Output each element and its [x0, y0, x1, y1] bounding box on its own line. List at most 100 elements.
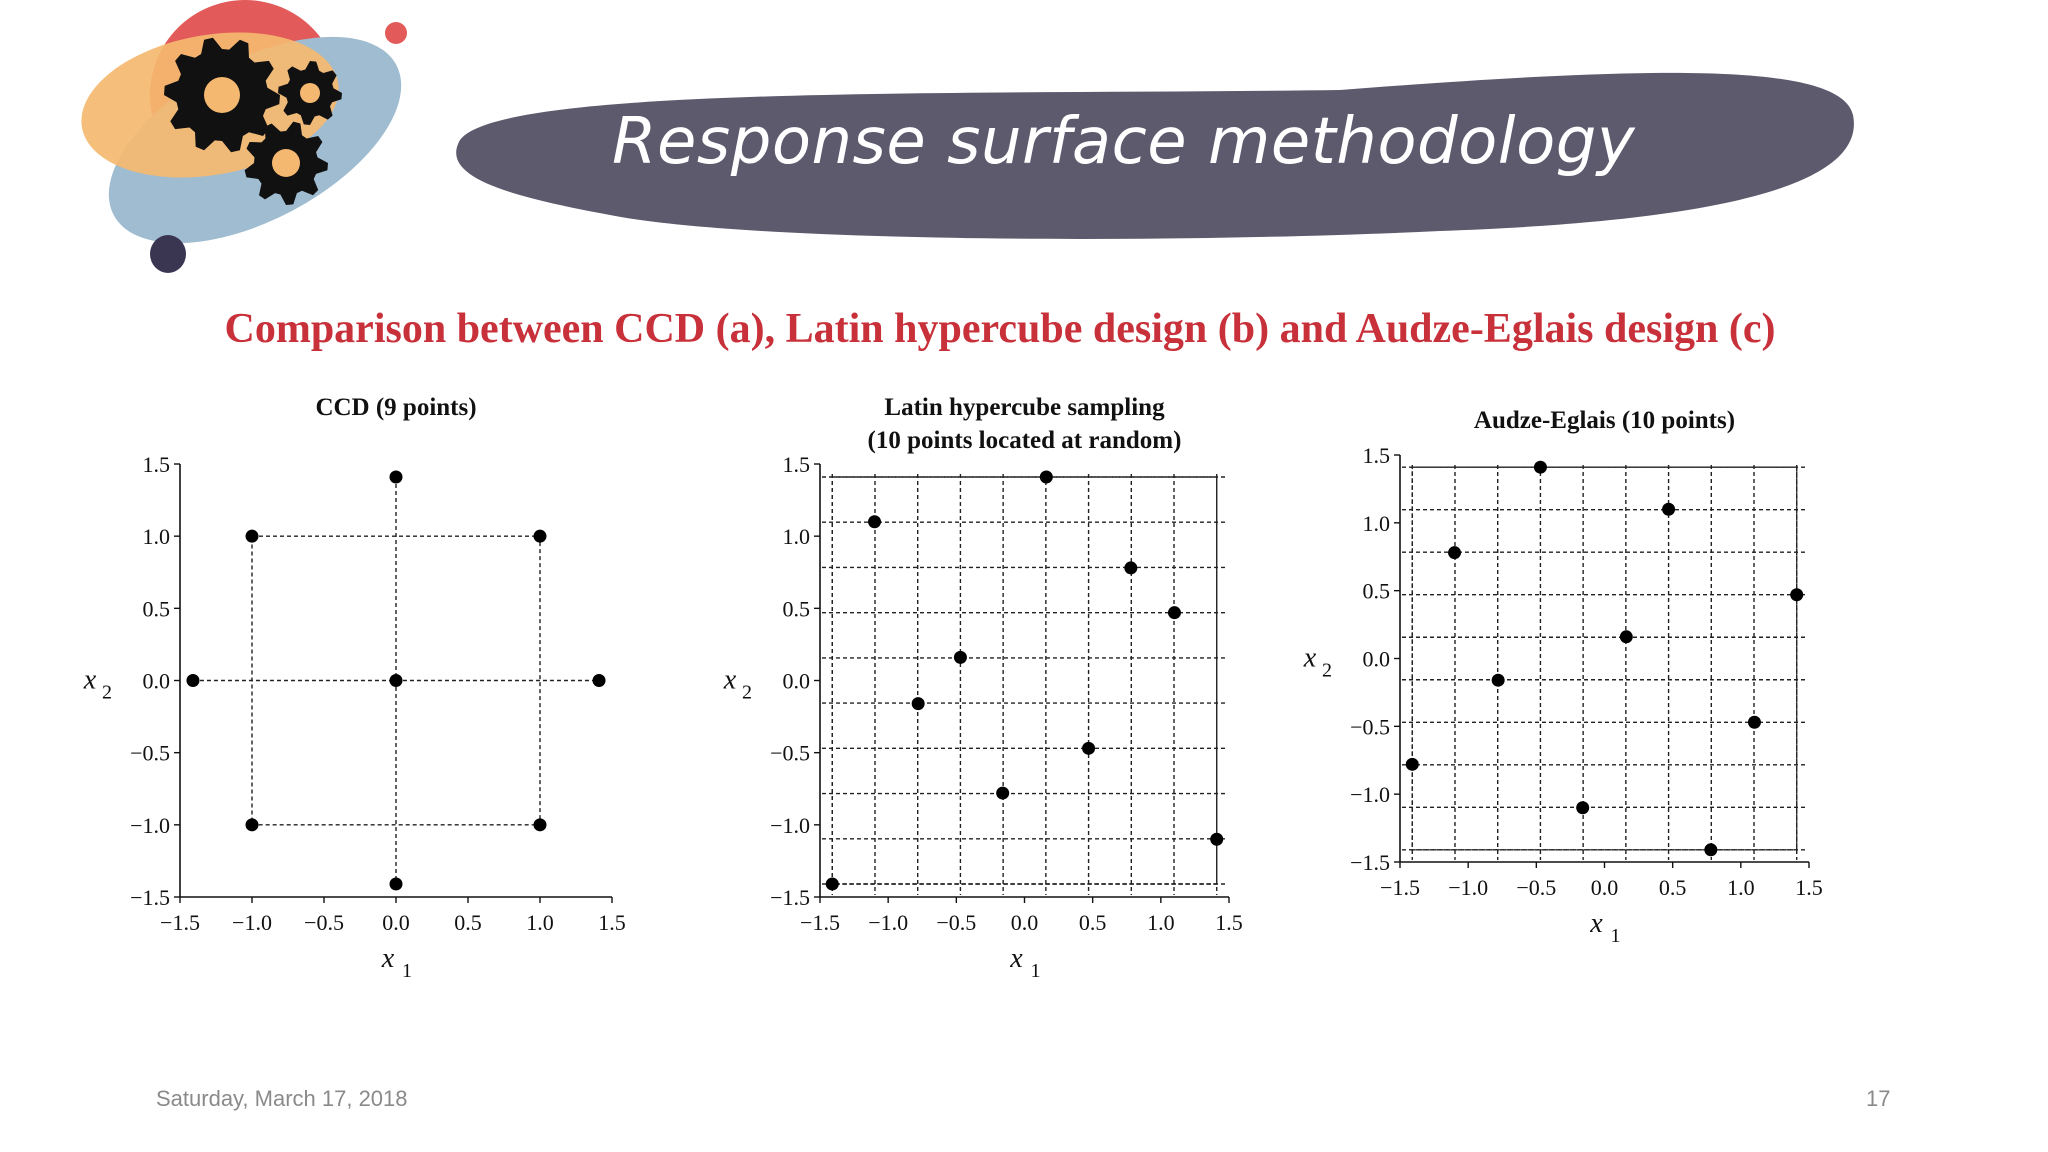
x-axis-label-subscript: 1: [1031, 960, 1041, 982]
y-tick-label: 0.0: [1363, 647, 1391, 672]
gear-hole: [272, 149, 300, 177]
x-tick-label: 0.5: [1079, 910, 1107, 935]
x-tick-label: −1.0: [1448, 875, 1488, 900]
y-axis-label-subscript: 2: [1322, 660, 1332, 682]
y-tick-label: 1.0: [783, 524, 811, 549]
data-point: [825, 877, 839, 891]
x-tick-label: 0.0: [1591, 875, 1619, 900]
gears-icon: [164, 37, 342, 205]
chart-title: Audze-Eglais (10 points): [1474, 407, 1735, 434]
x-tick-label: 1.0: [1147, 910, 1175, 935]
page-number: 17: [1866, 1086, 1891, 1111]
data-point: [1124, 561, 1138, 575]
data-point: [1533, 460, 1547, 474]
data-point: [592, 674, 606, 687]
data-point: [953, 650, 967, 664]
x-tick-label: 0.5: [1659, 875, 1687, 900]
logo-dot-red: [385, 22, 407, 44]
x-tick-label: −1.0: [232, 910, 272, 935]
title-banner: [456, 72, 1854, 239]
y-axis-label: x: [723, 665, 737, 696]
x-tick-label: 1.0: [526, 910, 554, 935]
x-tick-label: −0.5: [936, 910, 976, 935]
data-point: [1662, 502, 1676, 516]
data-point: [1210, 832, 1224, 846]
data-point: [533, 818, 547, 832]
logo-dot-dark: [150, 235, 186, 273]
y-tick-label: −0.5: [130, 741, 170, 766]
chart-title: CCD (9 points): [315, 394, 476, 421]
x-tick-label: 1.5: [1795, 875, 1823, 900]
data-point: [245, 818, 259, 832]
y-tick-label: −1.0: [1350, 782, 1390, 807]
y-tick-label: −1.5: [130, 885, 170, 910]
x-tick-label: 0.5: [454, 910, 482, 935]
x-tick-label: −0.5: [304, 910, 344, 935]
data-point: [1576, 801, 1590, 815]
data-point: [1405, 757, 1419, 771]
x-axis-label: x: [1009, 943, 1023, 974]
chart-title: Latin hypercube sampling: [884, 394, 1165, 421]
data-point: [1039, 470, 1053, 484]
y-tick-label: −1.0: [130, 813, 170, 838]
slide-subtitle: Comparison between CCD (a), Latin hyperc…: [224, 306, 1776, 352]
gear-hole: [300, 83, 320, 103]
data-point: [1448, 546, 1462, 560]
y-axis-label: x: [83, 665, 97, 696]
y-tick-label: 0.5: [1363, 579, 1391, 604]
data-point: [911, 697, 925, 711]
y-tick-label: 0.5: [143, 596, 171, 621]
grid-frame: [831, 476, 1218, 885]
chart-ccd: CCD (9 points) −1.5−1.5 −1.0 −1.0 −0.5 −0.5 0.…: [83, 394, 626, 982]
data-point: [868, 515, 882, 529]
x-tick-label: 1.5: [1215, 910, 1243, 935]
data-point: [245, 529, 259, 543]
grid-frame: [1411, 466, 1798, 851]
chart-title: (10 points located at random): [868, 427, 1182, 454]
x-tick-label: −1.5: [800, 910, 840, 935]
data-point: [1790, 588, 1804, 602]
x-tick-label: −1.5: [1380, 875, 1420, 900]
data-point: [389, 470, 403, 484]
chart-audze-eglais: Audze-Eglais (10 points) −1.5−1.5 −1.0 −1.0…: [1303, 407, 1823, 947]
data-point: [1167, 606, 1181, 620]
banner-shape: [456, 72, 1854, 239]
chart-latin-hypercube: Latin hypercube sampling (10 points locat…: [723, 394, 1243, 982]
data-point: [996, 786, 1010, 800]
data-point: [1704, 843, 1718, 857]
y-tick-label: −0.5: [770, 741, 810, 766]
y-tick-label: 0.0: [143, 669, 171, 694]
data-point: [1747, 715, 1761, 729]
y-tick-label: 0.5: [783, 596, 811, 621]
y-tick-label: 1.0: [143, 524, 171, 549]
y-axis-label-subscript: 2: [742, 682, 752, 704]
y-tick-label: −1.0: [770, 813, 810, 838]
data-point: [186, 674, 200, 687]
data-point: [1082, 741, 1096, 755]
y-tick-label: −1.5: [1350, 850, 1390, 875]
y-tick-label: 0.0: [783, 669, 811, 694]
x-axis-label-subscript: 1: [1611, 925, 1621, 947]
y-axis-label: x: [1303, 643, 1317, 674]
x-tick-label: −1.5: [160, 910, 200, 935]
footer-date: Saturday, March 17, 2018: [156, 1086, 408, 1111]
x-tick-label: 1.5: [598, 910, 626, 935]
data-point: [533, 529, 547, 543]
y-tick-label: 1.5: [783, 452, 811, 477]
x-axis-label: x: [381, 943, 395, 974]
data-point: [1619, 630, 1633, 644]
slide-title: Response surface methodology: [612, 105, 1636, 179]
gear-hole: [204, 77, 240, 113]
x-tick-label: −0.5: [1516, 875, 1556, 900]
charts-area: CCD (9 points)−1.5−1.5−1.0−1.0−0.5−0.50.…: [83, 394, 1823, 982]
x-tick-label: 0.0: [1011, 910, 1039, 935]
x-tick-label: 1.0: [1727, 875, 1755, 900]
y-axis-label-subscript: 2: [102, 682, 112, 704]
x-axis-label-subscript: 1: [402, 960, 412, 982]
y-tick-label: 1.5: [143, 452, 171, 477]
data-point: [389, 877, 403, 891]
logo: [81, 0, 407, 273]
x-axis-label: x: [1589, 908, 1603, 939]
x-tick-label: 0.0: [382, 910, 410, 935]
data-point: [389, 674, 403, 687]
